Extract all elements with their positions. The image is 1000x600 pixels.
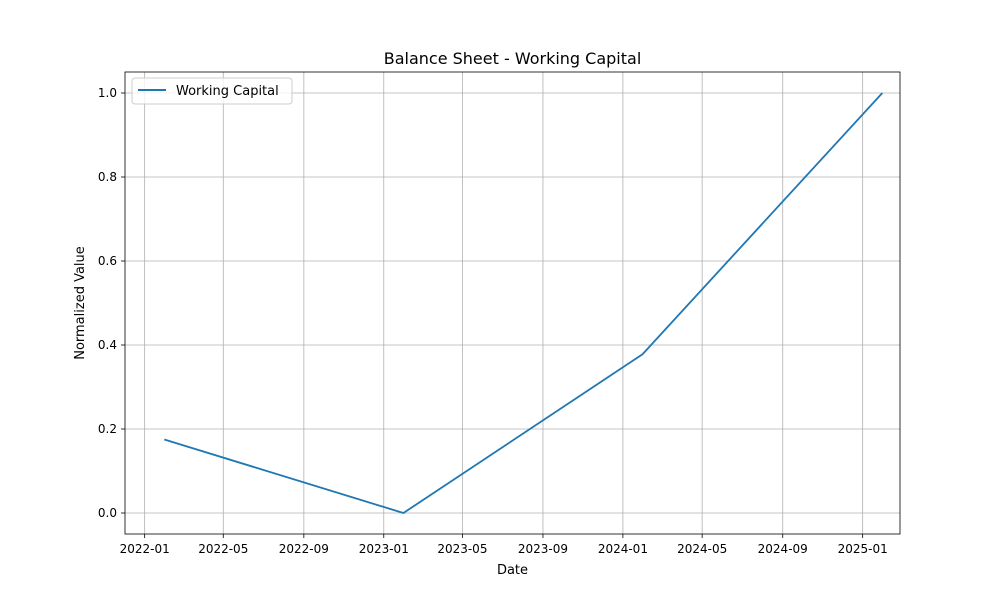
y-tick-label: 0.4 xyxy=(98,338,117,352)
x-tick-label: 2022-09 xyxy=(279,542,329,556)
plot-area-frame xyxy=(124,71,901,535)
legend-label: Working Capital xyxy=(176,84,279,99)
y-tick-label: 0.8 xyxy=(98,170,117,184)
x-tick-label: 2023-05 xyxy=(437,542,487,556)
legend: Working Capital xyxy=(131,77,293,105)
y-tick-label: 0.2 xyxy=(98,422,117,436)
y-tick-label: 0.0 xyxy=(98,506,117,520)
x-tick-label: 2022-01 xyxy=(120,542,170,556)
series-layer xyxy=(164,92,883,514)
x-axis-label: Date xyxy=(497,563,528,578)
x-tick-label: 2024-05 xyxy=(677,542,727,556)
x-tick-label: 2025-01 xyxy=(838,542,888,556)
series-line-working-capital xyxy=(164,92,883,514)
y-tick-label: 0.6 xyxy=(98,254,117,268)
y-tick-label: 1.0 xyxy=(98,86,117,100)
x-tick-label: 2023-09 xyxy=(518,542,568,556)
legend-box xyxy=(131,77,293,105)
x-tick-label: 2024-01 xyxy=(598,542,648,556)
axis-ticks: 2022-01 2022-05 2022-09 2023-01 2023-05 2023-… xyxy=(98,86,888,556)
chart-title: Balance Sheet - Working Capital xyxy=(384,49,642,68)
x-tick-label: 2024-09 xyxy=(758,542,808,556)
x-tick-label: 2023-01 xyxy=(359,542,409,556)
y-axis-label: Normalized Value xyxy=(73,246,88,360)
x-tick-label: 2022-05 xyxy=(198,542,248,556)
